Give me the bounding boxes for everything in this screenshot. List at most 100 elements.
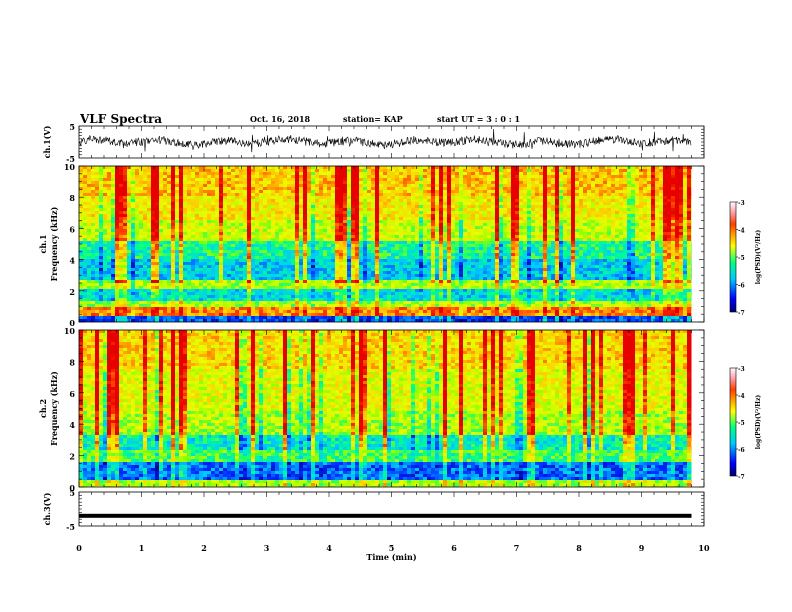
ch2-spectrogram-row [79,372,692,375]
ch2-spectrogram-row [79,429,692,432]
y-tick-label: 8 [69,193,75,203]
ch2-spectrogram-row [79,381,692,384]
ch2-spectrogram-row [79,414,692,417]
ch1-spectrogram-empty-region [691,166,704,322]
ch1-spectrogram-row [79,181,692,184]
ch2-spectrogram-row [79,354,692,357]
ch1-spectrogram-row [79,169,692,172]
ch1-spectrogram-row [79,202,692,205]
ch1-spectrogram-row [79,229,692,232]
colorbar-tick-label: -4 [738,228,745,235]
x-tick-label: 3 [264,543,270,553]
y-tick-label: -5 [66,522,75,532]
ch1-spectrogram-row [79,178,692,181]
ch2-spectrogram-row [79,456,692,459]
x-axis-label: Time (min) [366,552,416,562]
ch1-ylabel: ch.1(V) [42,125,52,158]
ch1-spectrogram-row [79,241,692,244]
ch2-spectrogram-row [79,393,692,396]
ch1-colorbar-label: log(PSD)(V²/Hz) [755,230,762,285]
ch2-ylabel-frequency: Frequency (kHz) [49,371,59,446]
ch1-spectrogram-row [79,259,692,262]
ch1-spectrogram-row [79,289,692,292]
ch2-spectrogram-row [79,447,692,450]
ch3-waveform-series [79,513,692,518]
x-tick-label: 6 [451,543,457,553]
ch2-spectrogram-row [79,378,692,381]
station-label: station= KAP [343,114,403,124]
ch1-spectrogram-row [79,304,692,307]
colorbar-tick-label: -7 [738,310,745,317]
ch1-spectrogram-row [79,286,692,289]
ch2-spectrogram-row [79,477,692,480]
ch2-spectrogram-row [79,471,692,474]
ch2-spectrogram-row [79,420,692,423]
ch2-spectrogram-row [79,432,692,435]
colorbar-tick-label: -3 [738,366,745,373]
colorbar-tick-label: -5 [738,420,745,427]
ch1-spectrogram-row [79,277,692,280]
y-tick-label: 8 [69,357,75,367]
colorbar-tick-label: -6 [738,283,745,290]
ch1-spectrogram-row [79,232,692,235]
ch2-spectrogram-row [79,402,692,405]
panel-frame-4 [78,491,705,527]
ch2-spectrogram-row [79,468,692,471]
ch2-spectrogram-row [79,366,692,369]
ch2-spectrogram-row [79,348,692,351]
ch1-spectrogram-row [79,199,692,202]
ch1-spectrogram-row [79,298,692,301]
colorbar-tick-label: -4 [738,393,745,400]
ch1-spectrogram-row [79,271,692,274]
ch2-spectrogram-row [79,363,692,366]
ch2-spectrogram-row [79,360,692,363]
ch1-spectrogram-row [79,211,692,214]
colorbar-tick-label: -3 [738,200,745,207]
ch1-spectrogram-row [79,220,692,223]
ch1-spectrogram-row [79,184,692,187]
ch1-spectrogram-row [79,301,692,304]
ch1-spectrogram-row [79,172,692,175]
ch1-spectrogram-row [79,319,692,322]
ch1-spectrogram-row [79,295,692,298]
x-tick-label: 8 [576,543,582,553]
ch2-spectrogram-row [79,342,692,345]
ch2-spectrogram-row [79,450,692,453]
ch2-spectrogram-row [79,330,692,333]
ch1-spectrogram-row [79,196,692,199]
ch1-spectrogram-row [79,283,692,286]
ch1-spectrogram-row [79,235,692,238]
ch1-spectrogram-row [79,280,692,283]
y-tick-label: 5 [69,122,75,132]
ch2-spectrogram-row [79,483,692,486]
ch1-spectrogram-row [79,316,692,319]
ch2-spectrogram-row [79,390,692,393]
ch2-spectrogram-row [79,375,692,378]
ch2-spectrogram-row [79,462,692,465]
colorbar-tick-label: -7 [738,474,745,481]
ch1-spectrogram-row [79,313,692,316]
y-tick-label: 6 [69,389,75,399]
ch2-spectrogram-row [79,459,692,462]
ch1-spectrogram-row [79,256,692,259]
ch1-spectrogram-row [79,208,692,211]
ch2-spectrogram-row [79,423,692,426]
ch1-spectrogram-row [79,214,692,217]
ch1-spectrogram-row [79,262,692,265]
ch2-spectrogram-row [79,441,692,444]
ch2-spectrogram-row [79,357,692,360]
ch2-spectrogram-empty-region [691,330,704,487]
ch2-spectrogram-row [79,426,692,429]
ch1-spectrogram-row [79,193,692,196]
ch2-spectrogram-row [79,399,692,402]
y-tick-label: 4 [69,420,75,430]
ch1-spectrogram-row [79,187,692,190]
ch1-spectrogram-row [79,190,692,193]
ch2-spectrogram-row [79,465,692,468]
x-tick-label: 2 [201,543,207,553]
y-tick-label: 4 [69,256,75,266]
ch1-spectrogram-row [79,217,692,220]
ch2-ylabel-channel: ch.2 [38,399,48,418]
ch2-spectrogram-row [79,384,692,387]
ch2-spectrogram-row [79,474,692,477]
